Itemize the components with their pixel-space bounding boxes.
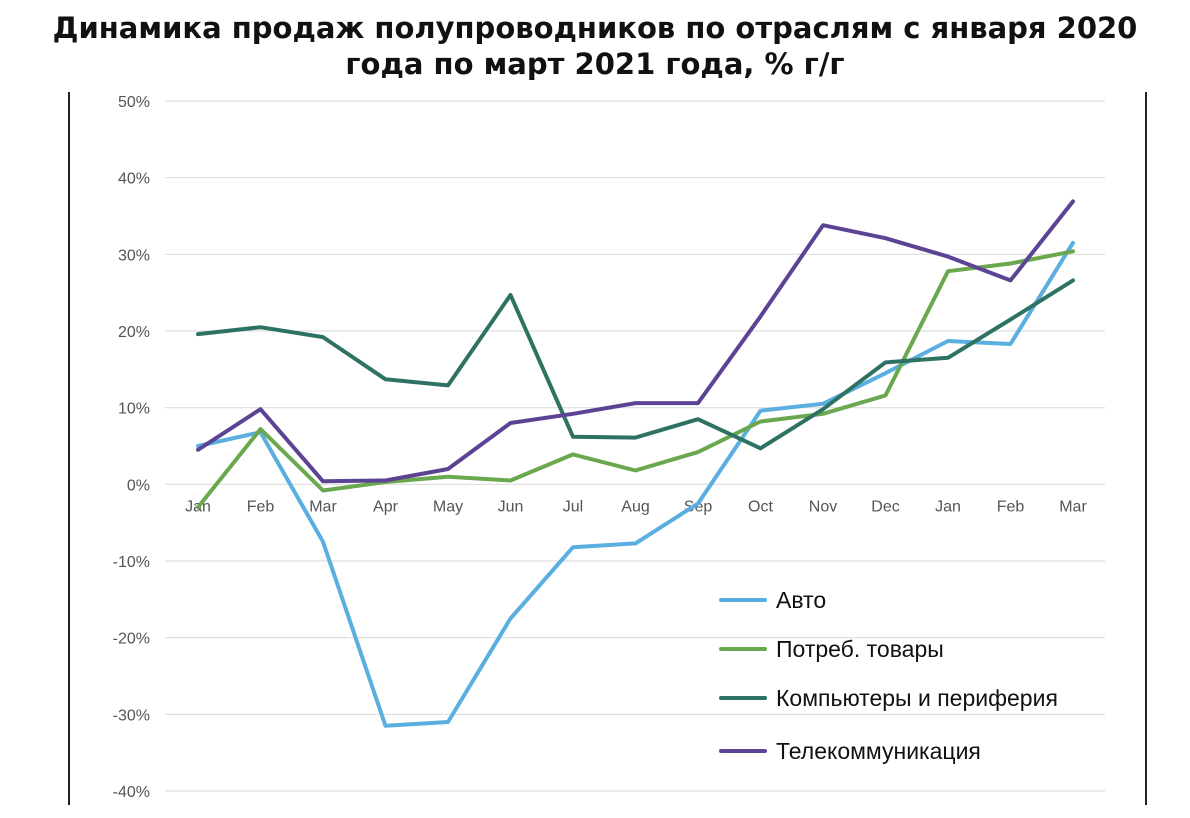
y-tick-label: -40% (113, 784, 150, 801)
series-line (196, 240, 1075, 728)
x-tick-label: Mar (309, 498, 337, 515)
x-tick-label: Aug (621, 498, 649, 515)
x-tick-label: May (433, 498, 463, 515)
x-tick-label: Nov (809, 498, 837, 515)
x-tick-label: Apr (373, 498, 399, 515)
x-tick-label: Jul (563, 498, 583, 515)
y-axis-ticks: 50% 40% 30% 20% 10% 0% -10% -20% -30% -40% (113, 94, 150, 801)
y-tick-label: -30% (113, 707, 150, 724)
y-tick-label: 0% (127, 477, 150, 494)
series-line (196, 278, 1075, 451)
y-tick-label: -10% (113, 554, 150, 571)
legend-label: Телекоммуникация (776, 738, 981, 764)
series-line (196, 199, 1075, 484)
series-lines (196, 199, 1075, 728)
x-tick-label: Feb (997, 498, 1025, 515)
x-tick-label: Jan (935, 498, 961, 515)
y-tick-label: -20% (113, 631, 150, 648)
x-tick-label: Sep (684, 498, 713, 515)
x-tick-label: Dec (871, 498, 899, 515)
legend-label: Потреб. товары (776, 636, 944, 662)
x-tick-label: Jun (498, 498, 524, 515)
legend: Авто Потреб. товары Компьютеры и периферия… (719, 587, 1058, 764)
x-axis-ticks: Jan Feb Mar Apr May Jun Jul Aug Sep Oct Nov Dec Jan F… (185, 498, 1087, 515)
legend-label: Авто (776, 587, 826, 613)
chart-title: Динамика продаж полупроводников по отрас… (52, 11, 1138, 81)
y-tick-label: 30% (118, 247, 150, 264)
y-tick-label: 20% (118, 324, 150, 341)
x-tick-label: Oct (748, 498, 773, 515)
legend-label: Компьютеры и периферия (776, 685, 1058, 711)
y-tick-label: 40% (118, 171, 150, 188)
x-tick-label: Feb (247, 498, 275, 515)
gridlines (165, 100, 1105, 792)
y-tick-label: 50% (118, 94, 150, 111)
series-line (196, 249, 1075, 510)
y-tick-label: 10% (118, 401, 150, 418)
x-tick-label: Mar (1059, 498, 1087, 515)
